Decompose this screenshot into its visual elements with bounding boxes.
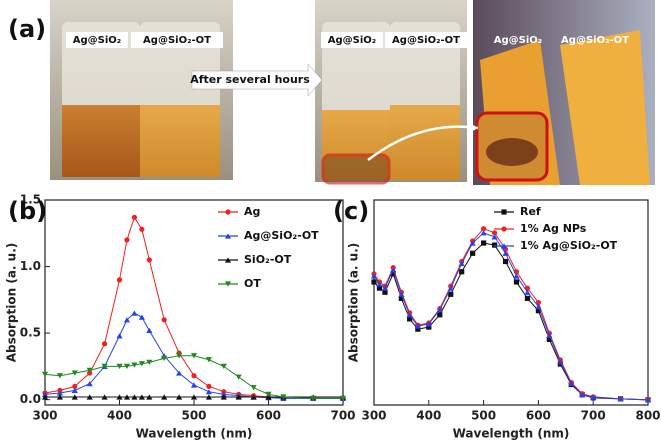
marker (139, 227, 144, 232)
highlight (323, 155, 389, 183)
marker (206, 357, 212, 362)
marker (492, 243, 497, 248)
liquid (62, 105, 140, 177)
x-tick-label: 800 (635, 409, 660, 423)
marker (470, 251, 475, 256)
panel-a: (a) Ag@SiO₂ Ag@SiO₂-OT Ag@SiO₂ Ag@SiO₂-O… (8, 0, 655, 185)
panel-label: (c) (333, 197, 369, 225)
tube-label: Ag@SiO₂-OT (561, 35, 629, 46)
marker (131, 311, 137, 316)
figure: (a) Ag@SiO₂ Ag@SiO₂-OT Ag@SiO₂ Ag@SiO₂-O… (0, 0, 661, 443)
legend-label: 1% Ag NPs (520, 222, 587, 235)
y-axis-label: Absorption (a. u.) (5, 243, 19, 363)
x-tick-label: 700 (330, 409, 355, 423)
arrow-text: After several hours (190, 73, 310, 86)
marker (371, 279, 376, 284)
x-tick-label: 600 (256, 409, 281, 423)
legend-label: OT (244, 277, 261, 290)
x-tick-label: 500 (181, 409, 206, 423)
vial-label: Ag@SiO₂-OT (392, 35, 460, 46)
marker (503, 259, 508, 264)
series-line (374, 229, 648, 400)
tube-label: Ag@SiO₂ (494, 35, 542, 46)
x-tick-label: 400 (107, 409, 132, 423)
series-line (374, 233, 648, 400)
marker (501, 209, 506, 214)
liquid (140, 105, 220, 177)
marker (501, 226, 506, 231)
x-axis-label: Wavelength (nm) (453, 427, 570, 441)
marker (525, 296, 530, 301)
marker (459, 269, 464, 274)
x-tick-label: 700 (581, 409, 606, 423)
marker (535, 304, 541, 309)
marker (206, 384, 211, 389)
marker (124, 237, 129, 242)
x-tick-label: 400 (416, 409, 441, 423)
vial-label: Ag@SiO₂ (328, 35, 376, 46)
vial-label: Ag@SiO₂-OT (143, 35, 211, 46)
marker (514, 279, 519, 284)
legend-label: SiO₂-OT (244, 253, 292, 266)
y-tick-label: 0.5 (20, 326, 41, 340)
plot-frame (374, 200, 648, 405)
panel-label: (b) (8, 197, 47, 225)
marker (225, 209, 230, 214)
marker (191, 373, 196, 378)
x-tick-label: 600 (526, 409, 551, 423)
x-axis-label: Wavelength (nm) (136, 427, 253, 441)
y-tick-label: 0.0 (20, 392, 41, 406)
marker (437, 312, 442, 317)
legend-label: 1% Ag@SiO₂-OT (520, 239, 618, 252)
marker (162, 317, 167, 322)
y-tick-label: 1.0 (20, 259, 41, 273)
marker (117, 277, 122, 282)
marker (251, 385, 257, 390)
legend-label: Ag (244, 205, 260, 218)
precipitate (486, 138, 538, 166)
x-tick-label: 300 (361, 409, 386, 423)
marker (132, 215, 137, 220)
marker (139, 315, 145, 320)
x-tick-label: 300 (32, 409, 57, 423)
y-axis-label: Absorption (a. u.) (347, 243, 361, 363)
vial-label: Ag@SiO₂ (73, 35, 121, 46)
x-tick-label: 500 (471, 409, 496, 423)
marker (116, 333, 122, 338)
legend-label: Ref (520, 205, 541, 218)
marker (146, 328, 152, 333)
liquid (390, 105, 460, 180)
panel-label: (a) (8, 15, 46, 43)
charts: 3004005006007000.00.51.01.5Wavelength (n… (5, 193, 661, 441)
marker (147, 257, 152, 262)
marker (102, 341, 107, 346)
legend-label: Ag@SiO₂-OT (244, 229, 319, 242)
marker (481, 240, 486, 245)
